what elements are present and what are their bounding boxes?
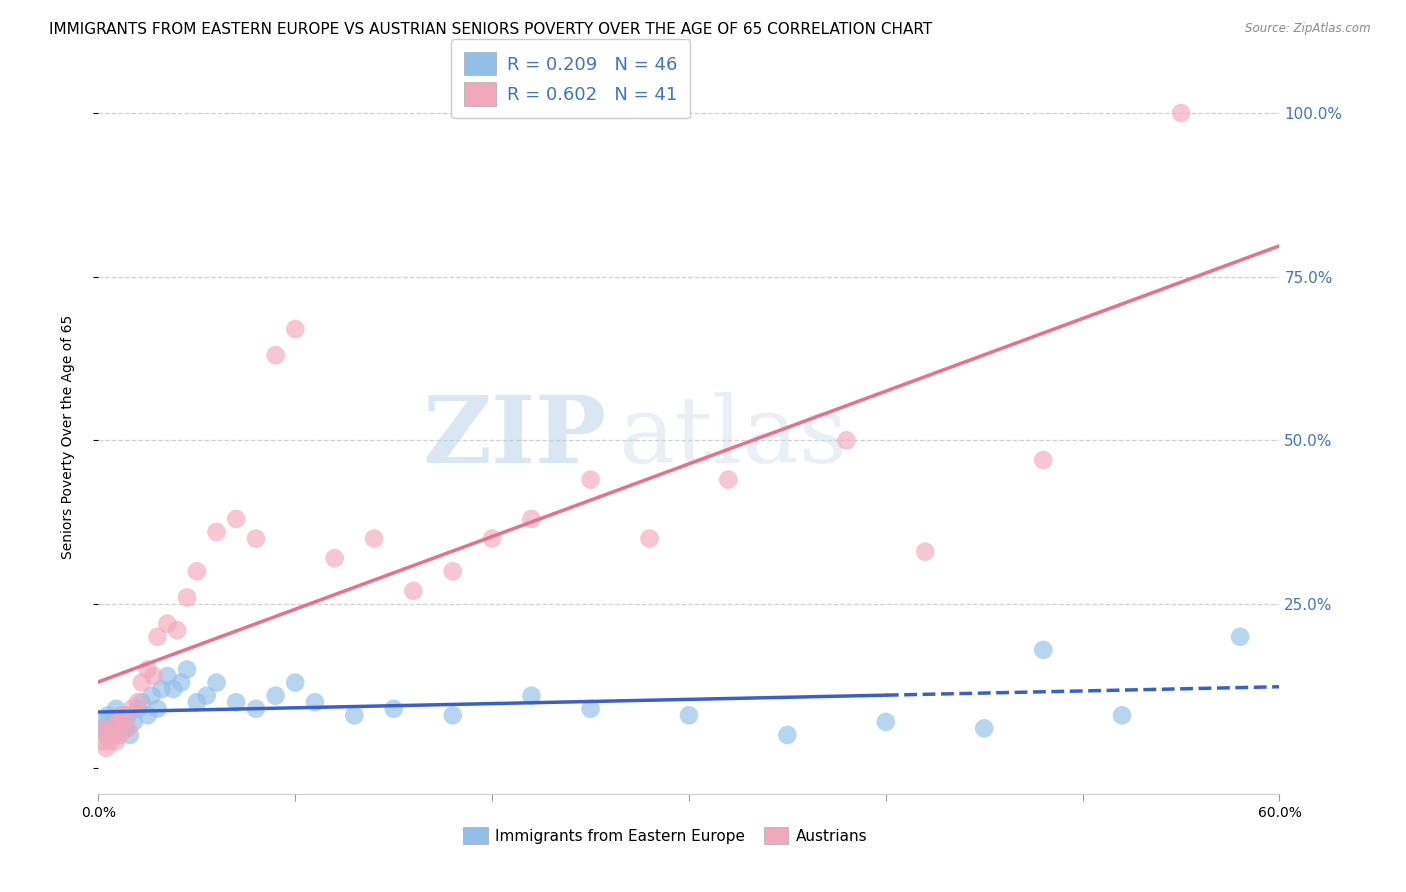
Point: [142, 669, 165, 683]
Point: [127, 702, 149, 716]
Point: [103, 728, 125, 742]
Point: [98, 722, 121, 736]
Point: [1032, 643, 1054, 657]
Point: [111, 708, 134, 723]
Point: [776, 728, 799, 742]
Point: [973, 722, 995, 736]
Legend: Immigrants from Eastern Europe, Austrians: Immigrants from Eastern Europe, Austrian…: [457, 821, 873, 850]
Point: [108, 722, 131, 736]
Point: [225, 512, 247, 526]
Point: [441, 564, 464, 578]
Point: [146, 702, 169, 716]
Point: [176, 663, 198, 677]
Point: [97, 728, 120, 742]
Point: [112, 714, 135, 729]
Point: [520, 512, 543, 526]
Point: [117, 722, 139, 736]
Point: [131, 675, 153, 690]
Point: [112, 714, 135, 729]
Point: [579, 473, 602, 487]
Y-axis label: Seniors Poverty Over the Age of 65: Seniors Poverty Over the Age of 65: [60, 315, 75, 559]
Point: [146, 630, 169, 644]
Point: [835, 434, 858, 448]
Point: [141, 689, 163, 703]
Point: [107, 714, 129, 729]
Point: [176, 591, 198, 605]
Point: [115, 722, 138, 736]
Point: [98, 734, 121, 748]
Point: [122, 714, 145, 729]
Point: [402, 583, 425, 598]
Point: [520, 689, 543, 703]
Point: [150, 682, 173, 697]
Point: [105, 734, 128, 748]
Point: [136, 663, 159, 677]
Point: [91, 722, 114, 736]
Point: [225, 695, 247, 709]
Point: [136, 708, 159, 723]
Point: [107, 714, 129, 729]
Point: [205, 524, 228, 539]
Point: [363, 532, 385, 546]
Text: IMMIGRANTS FROM EASTERN EUROPE VS AUSTRIAN SENIORS POVERTY OVER THE AGE OF 65 CO: IMMIGRANTS FROM EASTERN EUROPE VS AUSTRI…: [49, 22, 932, 37]
Point: [117, 708, 139, 723]
Point: [284, 675, 307, 690]
Point: [1229, 630, 1251, 644]
Point: [170, 675, 193, 690]
Point: [131, 695, 153, 709]
Point: [284, 322, 307, 336]
Point: [1111, 708, 1133, 723]
Point: [186, 695, 208, 709]
Point: [91, 734, 114, 748]
Point: [323, 551, 346, 566]
Point: [481, 532, 503, 546]
Point: [105, 702, 128, 716]
Point: [1032, 453, 1054, 467]
Point: [304, 695, 326, 709]
Point: [101, 714, 124, 729]
Point: [97, 708, 120, 723]
Point: [717, 473, 740, 487]
Point: [118, 728, 141, 742]
Point: [245, 702, 267, 716]
Point: [638, 532, 661, 546]
Point: [875, 714, 897, 729]
Point: [166, 624, 188, 638]
Text: atlas: atlas: [619, 392, 848, 482]
Point: [156, 616, 179, 631]
Point: [108, 728, 131, 742]
Point: [127, 695, 149, 709]
Point: [382, 702, 405, 716]
Point: [121, 702, 143, 716]
Text: Source: ZipAtlas.com: Source: ZipAtlas.com: [1246, 22, 1371, 36]
Point: [264, 689, 287, 703]
Point: [96, 728, 118, 742]
Point: [678, 708, 700, 723]
Point: [93, 714, 115, 729]
Point: [264, 348, 287, 362]
Point: [111, 708, 134, 723]
Point: [195, 689, 218, 703]
Point: [245, 532, 267, 546]
Point: [103, 728, 125, 742]
Point: [93, 722, 115, 736]
Point: [162, 682, 184, 697]
Text: ZIP: ZIP: [422, 392, 606, 482]
Point: [579, 702, 602, 716]
Point: [96, 741, 118, 756]
Point: [441, 708, 464, 723]
Point: [186, 564, 208, 578]
Point: [343, 708, 366, 723]
Point: [205, 675, 228, 690]
Point: [101, 722, 124, 736]
Point: [914, 544, 936, 558]
Point: [156, 669, 179, 683]
Point: [1170, 106, 1192, 120]
